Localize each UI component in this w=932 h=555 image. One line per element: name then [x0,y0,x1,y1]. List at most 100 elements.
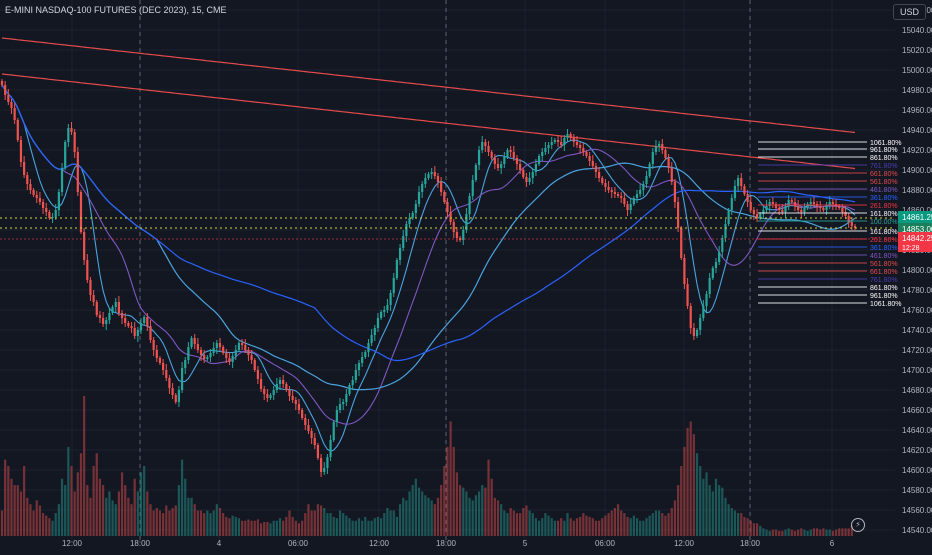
candle-body [490,152,493,158]
candle-body [850,222,853,226]
fibonacci-levels[interactable]: 1061.80%961.80%861.80%761.80%661.80%561.… [758,140,902,308]
lightning-icon[interactable]: ⚡ [851,518,865,532]
candle-body [98,315,102,318]
candle-body [282,380,285,384]
price-tick: 14940.00 [902,126,932,135]
volume-bar [282,520,285,536]
volume-bar [190,497,193,536]
volume-bar [812,528,816,536]
volume-bar [48,518,51,536]
candle-body [563,138,566,145]
candle-body [301,410,304,418]
candle-body [398,248,402,260]
volume-bar [462,487,465,536]
fib-level-label: 661.80% [870,171,898,178]
candle-body [29,184,32,190]
volume-bar [522,508,525,536]
volume-bar [424,495,427,536]
candle-body [787,200,790,206]
volume-bar [26,497,29,536]
price-label-bg [898,211,932,223]
volume-bar [184,478,187,536]
candle-body [771,202,774,204]
candle-body [392,278,395,293]
volume-bar [105,497,108,536]
volume-bar [187,497,190,536]
volume-bar [699,466,702,536]
volume-bar [544,513,547,536]
candle-body [117,302,120,313]
candle-body [825,206,828,210]
candle-body [108,313,111,320]
candle-body [319,458,323,472]
candle-body [809,202,812,204]
candle-body [256,370,260,379]
candle-body [531,172,534,178]
price-tick: 14720.00 [902,346,932,355]
volume-bar [610,510,613,536]
volume-bar [323,508,326,536]
candle-body [342,402,345,404]
volume-bar [711,491,714,536]
volume-bar [579,516,582,536]
time-tick: 18:00 [130,539,151,548]
current-price-label: 14842.25 [902,234,932,243]
candle-body [537,156,541,164]
volume-bar [269,523,272,536]
time-tick: 12:00 [369,539,390,548]
candle-body [64,142,67,168]
candle-body [228,358,231,362]
candle-body [673,182,677,202]
candle-body [73,132,76,152]
volume-bar [819,529,822,536]
time-tick: 5 [523,539,528,548]
volume-bar [98,478,102,536]
volume-bar [708,485,711,536]
time-tick: 18:00 [436,539,457,548]
volume-bar [278,518,282,536]
candle-body [803,208,806,212]
candle-body [294,400,297,404]
volume-bar [556,520,560,536]
candle-body [632,198,635,204]
volume-bar [793,530,797,536]
time-tick: 06:00 [288,539,309,548]
volume-bar [465,491,468,536]
volume-bar [304,513,307,536]
candle-body [781,210,784,212]
candle-body [307,425,310,431]
candle-body [383,310,386,312]
volume-bar [73,491,76,536]
candle-body [212,348,215,353]
candle-body [414,204,417,213]
fib-level-label: 261.80% [870,237,898,244]
candle-body [345,394,348,402]
volume-bar [778,530,781,536]
candle-body [610,190,613,192]
candle-body [597,172,601,178]
fib-level-label: 261.80% [870,203,898,210]
volume-bar [54,513,57,536]
volume-bar [89,497,92,536]
volume-bar [825,529,828,536]
volume-bar [484,487,487,536]
fib-level-label: 561.80% [870,179,898,186]
fib-level-label: 861.80% [870,285,898,292]
volume-bar [354,520,357,536]
candle-body [648,164,651,176]
candle-body [487,146,490,152]
candle-body [180,368,184,390]
candle-body [635,194,639,198]
price-axis[interactable]: 15060.0015040.0015020.0015000.0014980.00… [898,6,932,535]
volume-bar [560,518,563,536]
volume-bar [822,528,825,536]
candle-body [7,95,10,102]
moving-averages [1,37,856,452]
volume-bar [680,466,683,536]
time-axis[interactable]: 12:00 18:00 4 06:00 12:00 18:00 5 06:00 12:00 18:… [62,539,835,548]
volume-bar [797,529,800,536]
volume-bars [0,396,853,536]
currency-button[interactable]: USD [892,4,926,20]
